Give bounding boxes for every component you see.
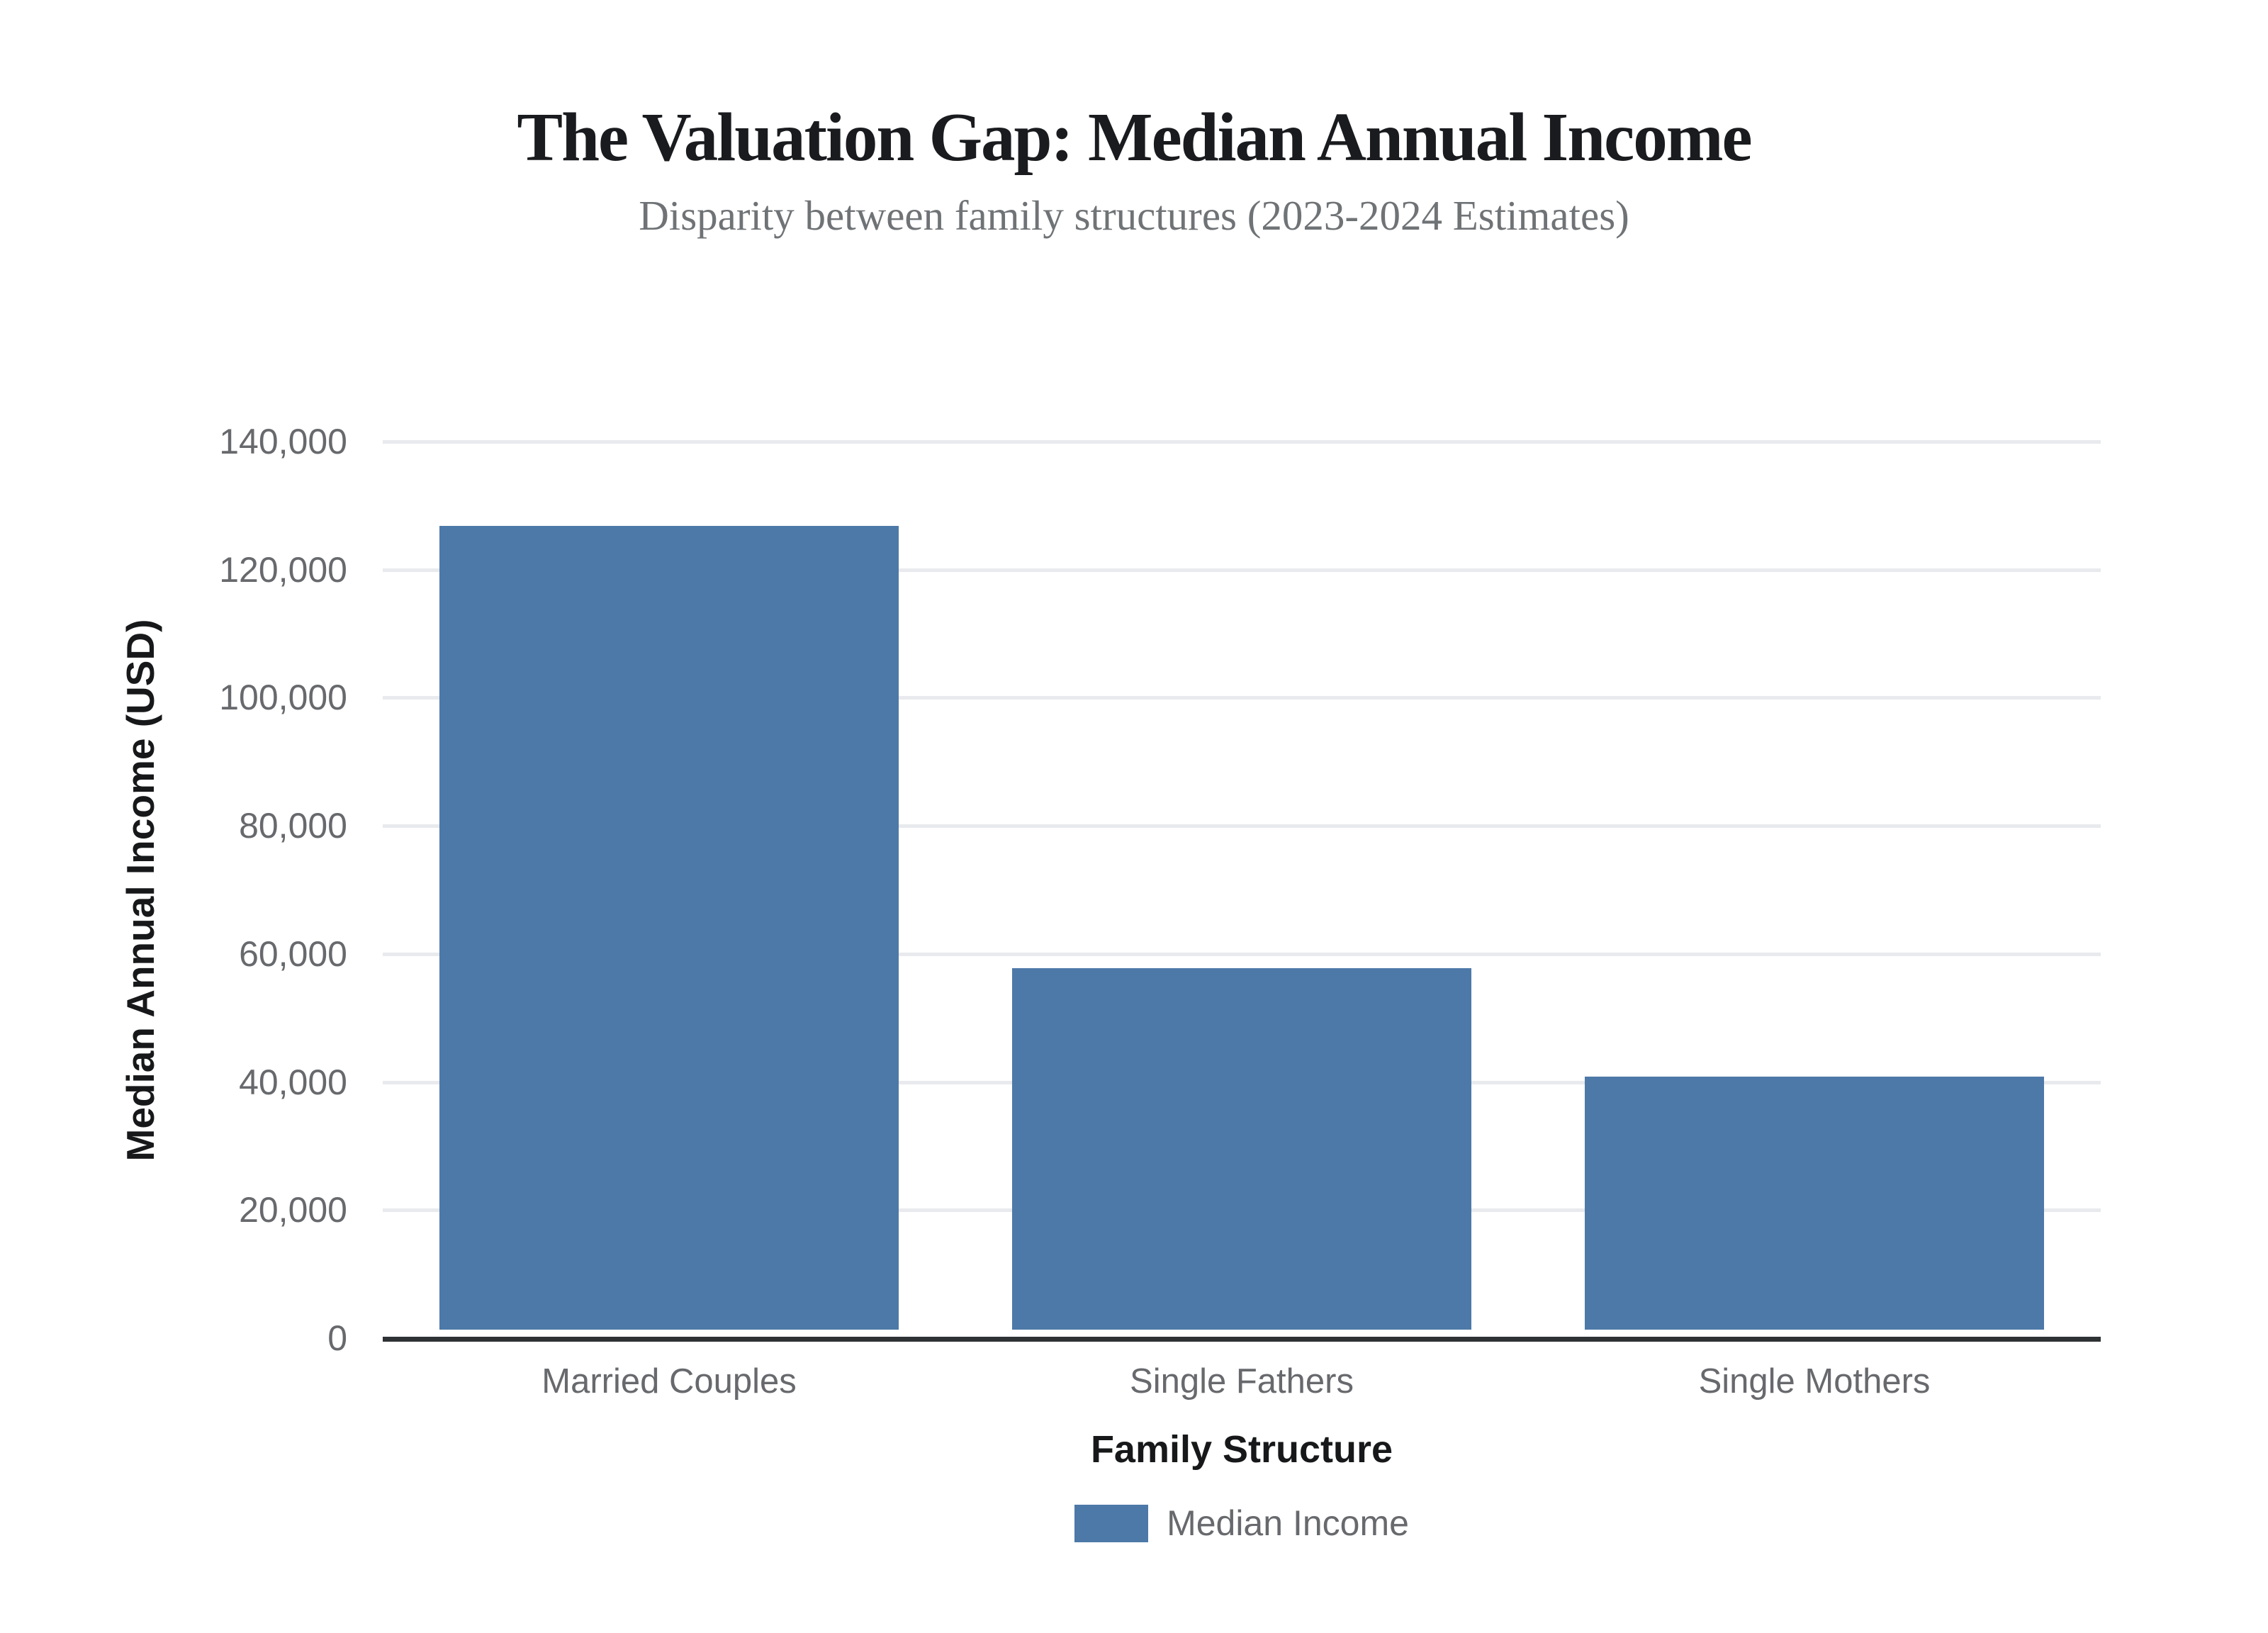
y-tick-label: 120,000 — [219, 549, 347, 590]
legend-swatch-median-income — [1074, 1504, 1149, 1542]
x-axis-line — [383, 1337, 2101, 1342]
y-tick-label: 40,000 — [239, 1062, 347, 1102]
chart-subtitle: Disparity between family structures (202… — [639, 192, 1629, 239]
y-tick-label: 100,000 — [219, 678, 347, 718]
x-category-label-married-couples: Married Couples — [541, 1362, 797, 1401]
y-tick-label: 60,000 — [239, 933, 347, 974]
gridline — [383, 568, 2101, 572]
chart-title: The Valuation Gap: Median Annual Income — [517, 99, 1752, 175]
gridline — [383, 696, 2101, 700]
legend-label-median-income: Median Income — [1167, 1503, 1409, 1543]
y-tick-label: 0 — [327, 1318, 347, 1358]
x-category-label-single-fathers: Single Fathers — [1130, 1362, 1354, 1401]
y-tick-label: 20,000 — [239, 1190, 347, 1230]
plot-area — [383, 440, 2101, 1342]
gridline — [383, 824, 2101, 829]
bar-single-fathers[interactable] — [1012, 968, 1471, 1330]
gridline — [383, 440, 2101, 444]
y-tick-label: 140,000 — [219, 422, 347, 461]
x-axis-title: Family Structure — [1090, 1428, 1393, 1471]
x-category-label-single-mothers: Single Mothers — [1698, 1362, 1931, 1401]
legend[interactable]: Median Income — [383, 1503, 2101, 1544]
bar-married-couples[interactable] — [439, 526, 899, 1330]
bar-single-mothers[interactable] — [1585, 1077, 2044, 1330]
y-tick-label: 80,000 — [239, 806, 347, 846]
gridline — [383, 952, 2101, 956]
